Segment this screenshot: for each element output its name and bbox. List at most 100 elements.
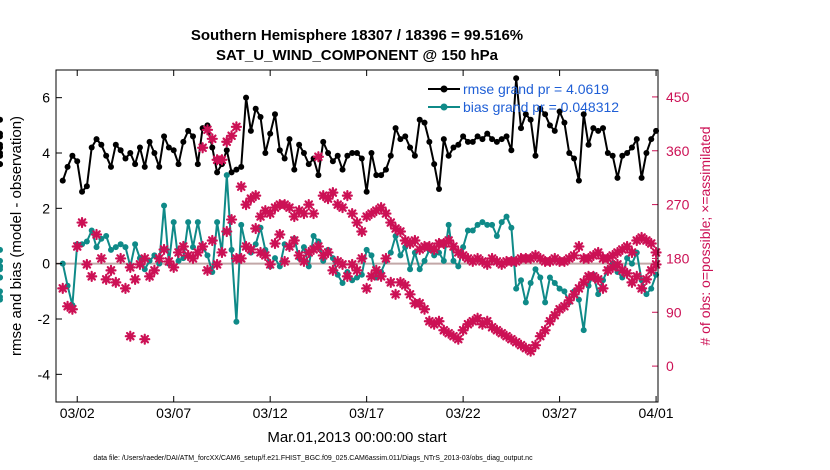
count-marker bbox=[592, 273, 604, 285]
count-marker-shape bbox=[332, 255, 344, 268]
count-marker bbox=[645, 237, 657, 250]
count-marker bbox=[361, 282, 373, 294]
count-marker-shape bbox=[553, 303, 566, 315]
count-marker bbox=[409, 234, 421, 247]
data-point bbox=[214, 169, 221, 176]
count-marker bbox=[626, 276, 638, 288]
count-marker-shape bbox=[529, 339, 542, 351]
count-marker-shape bbox=[597, 282, 609, 294]
count-marker-shape bbox=[197, 240, 209, 253]
data-point bbox=[411, 152, 418, 159]
count-marker bbox=[269, 201, 281, 214]
count-marker-shape bbox=[134, 258, 146, 271]
data-point bbox=[59, 177, 66, 184]
count-marker-shape bbox=[264, 207, 276, 220]
count-marker-shape bbox=[447, 330, 460, 342]
count-marker-shape bbox=[534, 330, 546, 342]
count-marker bbox=[303, 198, 315, 211]
count-marker bbox=[293, 204, 305, 217]
count-marker bbox=[283, 240, 296, 253]
count-marker bbox=[607, 249, 619, 262]
count-marker bbox=[250, 222, 262, 235]
count-marker bbox=[447, 240, 460, 253]
count-marker-shape bbox=[385, 276, 397, 288]
data-point bbox=[628, 260, 635, 267]
data-point bbox=[165, 144, 172, 151]
count-marker bbox=[269, 237, 281, 250]
data-point bbox=[387, 249, 394, 256]
data-point bbox=[382, 166, 389, 173]
data-point bbox=[436, 249, 443, 256]
data-point bbox=[464, 138, 471, 145]
count-marker bbox=[288, 234, 300, 247]
count-marker-shape bbox=[303, 246, 315, 259]
data-point bbox=[0, 161, 3, 168]
chart-title: Southern Hemisphere 18307 / 18396 = 99.5… bbox=[191, 27, 523, 44]
data-point bbox=[460, 133, 467, 140]
data-point bbox=[83, 183, 90, 190]
count-marker bbox=[177, 240, 189, 253]
count-marker-shape bbox=[626, 276, 638, 288]
data-point bbox=[271, 111, 278, 118]
data-point bbox=[243, 94, 250, 101]
count-marker bbox=[303, 246, 315, 259]
count-marker bbox=[264, 258, 276, 271]
count-marker bbox=[201, 264, 214, 276]
count-marker-shape bbox=[433, 315, 445, 327]
count-marker-shape bbox=[563, 252, 575, 265]
count-marker-shape bbox=[307, 243, 320, 256]
count-marker-shape bbox=[467, 255, 479, 268]
count-marker-shape bbox=[534, 252, 546, 265]
count-marker bbox=[471, 252, 484, 265]
count-marker-shape bbox=[414, 243, 426, 256]
data-point bbox=[498, 136, 505, 143]
count-marker-shape bbox=[650, 246, 662, 259]
data-point bbox=[194, 219, 201, 226]
count-marker bbox=[558, 300, 571, 312]
count-marker-shape bbox=[201, 264, 214, 276]
count-marker-shape bbox=[336, 258, 349, 271]
series-3 bbox=[126, 122, 662, 345]
count-marker-shape bbox=[346, 207, 358, 220]
count-marker bbox=[225, 130, 238, 142]
count-marker-shape bbox=[578, 276, 590, 288]
count-marker bbox=[351, 216, 363, 229]
count-marker bbox=[211, 258, 223, 271]
count-marker-shape bbox=[293, 249, 305, 262]
count-marker-shape bbox=[283, 201, 296, 214]
count-marker bbox=[172, 246, 185, 259]
count-marker bbox=[462, 252, 474, 265]
count-marker bbox=[544, 315, 556, 327]
data-point bbox=[542, 111, 549, 118]
count-marker-shape bbox=[462, 252, 474, 265]
count-marker-shape bbox=[76, 216, 88, 229]
count-marker bbox=[404, 237, 416, 250]
count-marker-shape bbox=[182, 249, 194, 262]
data-point bbox=[537, 105, 544, 112]
count-marker-shape bbox=[264, 258, 276, 271]
data-point bbox=[561, 288, 568, 295]
data-point bbox=[585, 141, 592, 148]
count-marker-shape bbox=[409, 234, 421, 247]
count-marker bbox=[250, 190, 262, 202]
data-point bbox=[455, 141, 462, 148]
count-marker bbox=[240, 240, 252, 253]
count-marker-shape bbox=[462, 318, 474, 330]
count-marker bbox=[341, 190, 353, 202]
count-marker-shape bbox=[269, 237, 281, 250]
count-marker bbox=[640, 273, 653, 285]
count-marker-shape bbox=[129, 273, 141, 285]
count-marker-shape bbox=[216, 246, 228, 259]
count-marker bbox=[631, 270, 643, 282]
count-marker-shape bbox=[616, 243, 628, 256]
data-point bbox=[431, 252, 438, 259]
count-marker-shape bbox=[635, 231, 648, 244]
count-marker bbox=[525, 252, 537, 265]
count-marker bbox=[254, 246, 267, 259]
data-point bbox=[421, 257, 428, 264]
count-marker-shape bbox=[394, 276, 407, 288]
count-marker bbox=[476, 318, 489, 330]
count-marker-shape bbox=[158, 243, 170, 256]
count-marker-shape bbox=[438, 324, 450, 336]
